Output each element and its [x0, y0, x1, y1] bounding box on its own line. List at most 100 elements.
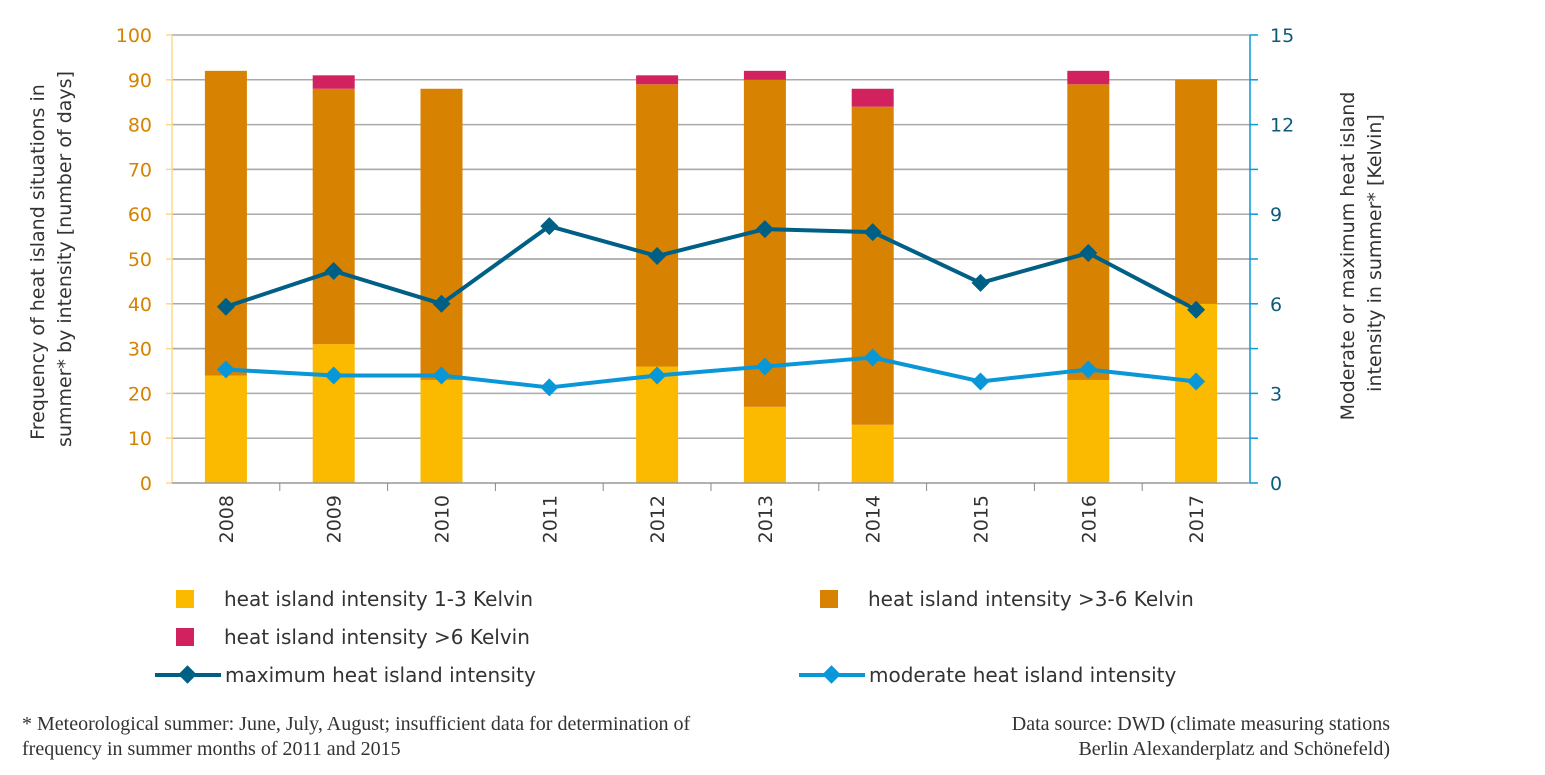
bar-2008-series-1 [204, 70, 247, 376]
bar-2012-series-0 [636, 366, 679, 483]
x-tick-label: 2015 [971, 495, 993, 543]
bar-2016-series-0 [1067, 379, 1110, 483]
y-tick-label-left: 0 [140, 473, 152, 495]
legend-label: maximum heat island intensity [225, 663, 536, 687]
x-tick-label: 2009 [324, 495, 346, 543]
line-maximum [225, 224, 1198, 312]
y-tick-label-right: 15 [1270, 25, 1294, 47]
legend-line-diamond-icon [155, 665, 221, 684]
point-moderate-2009 [324, 366, 343, 385]
y-tick-label-right: 3 [1270, 383, 1282, 405]
bar-2009-series-0 [312, 344, 355, 483]
point-maximum-2008 [216, 297, 235, 316]
bar-2009-series-2 [312, 75, 355, 89]
point-moderate-2012 [648, 366, 667, 385]
point-moderate-2014 [863, 348, 882, 367]
line-moderate [225, 355, 1197, 390]
bar-2016-series-2 [1067, 70, 1110, 85]
bar-2013-series-2 [743, 70, 786, 80]
legend-swatch-yellow [176, 590, 194, 608]
legend-label: heat island intensity >6 Kelvin [224, 625, 530, 649]
x-tick-label: 2014 [863, 495, 885, 543]
point-moderate-2017 [1187, 372, 1206, 391]
x-tick-label: 2008 [216, 495, 238, 543]
point-moderate-2015 [971, 372, 990, 391]
legend-label: moderate heat island intensity [869, 663, 1177, 687]
legend-swatch-pink [176, 628, 194, 646]
data-source-line-1: Data source: DWD (climate measuring stat… [1011, 713, 1390, 735]
legend-item-3-6-kelvin: heat island intensity >3-6 Kelvin [812, 587, 1194, 611]
legend-item-6-kelvin: heat island intensity >6 Kelvin [168, 625, 530, 649]
legend-item-moderate: moderate heat island intensity [799, 663, 1176, 687]
legend-swatch-orange [820, 590, 838, 608]
bar-2014-series-0 [851, 424, 894, 483]
bar-2008-series-0 [204, 375, 247, 483]
bar-2016-series-1 [1067, 84, 1110, 380]
tick-labels: 0 10 20 30 40 50 60 70 80 90 100 0 3 6 9 12 15 2008 2009 20… [116, 25, 1294, 543]
bar-2013-series-1 [743, 79, 786, 407]
x-tick-label: 2016 [1078, 495, 1100, 543]
bar-2009-series-1 [312, 88, 355, 345]
point-moderate-2013 [755, 357, 774, 376]
data-source-line-2: Berlin Alexanderplatz and Schönefeld) [1078, 738, 1390, 760]
bar-2010-series-1 [420, 88, 463, 380]
legend-item-1-3-kelvin: heat island intensity 1-3 Kelvin [168, 587, 533, 611]
legend-label: heat island intensity >3-6 Kelvin [868, 587, 1194, 611]
legend-item-maximum: maximum heat island intensity [155, 663, 536, 687]
y-tick-label-left: 80 [128, 115, 152, 137]
axes [166, 34, 1258, 491]
bars [204, 70, 1218, 483]
y-tick-label-left: 20 [128, 383, 152, 405]
point-maximum-2017 [1187, 300, 1206, 319]
y-axis-title-left-line-1: Frequency of heat island situations in [27, 84, 49, 440]
x-tick-label: 2017 [1186, 495, 1208, 543]
y-axis-title-right: Moderate or maximum heat island intensit… [1337, 86, 1386, 421]
y-tick-label-left: 10 [128, 428, 152, 450]
legend-line-diamond-icon [799, 665, 865, 684]
point-maximum-2013 [755, 220, 774, 239]
y-tick-label-left: 30 [128, 339, 152, 361]
point-maximum-2011 [540, 217, 559, 236]
bar-2012-series-1 [636, 84, 679, 367]
point-moderate-2010 [432, 366, 451, 385]
y-tick-label-left: 70 [128, 159, 152, 181]
point-maximum-2010 [432, 294, 451, 313]
bar-2014-series-1 [851, 106, 894, 425]
point-moderate-2011 [540, 378, 559, 397]
y-axis-title-right-line-2: intensity in summer* [Kelvin] [1364, 114, 1386, 392]
y-axis-title-left-line-2: summer* by intensity [number of days] [54, 71, 76, 447]
y-tick-label-left: 90 [128, 70, 152, 92]
lines [216, 217, 1206, 397]
y-tick-label-left: 40 [128, 294, 152, 316]
y-axis-title-right-line-1: Moderate or maximum heat island [1337, 92, 1359, 421]
y-tick-label-right: 0 [1270, 473, 1282, 495]
footnote-line-2: frequency in summer months of 2011 and 2… [22, 738, 401, 760]
x-tick-label: 2013 [755, 495, 777, 543]
y-tick-label-right: 9 [1270, 204, 1282, 226]
point-maximum-2009 [324, 261, 343, 280]
y-tick-label-left: 60 [128, 204, 152, 226]
bar-2014-series-2 [851, 88, 894, 107]
bar-2017-series-0 [1175, 303, 1218, 483]
point-maximum-2015 [971, 273, 990, 292]
x-tick-label: 2012 [647, 495, 669, 543]
point-moderate-2016 [1079, 360, 1098, 379]
bar-2013-series-0 [743, 406, 786, 483]
point-moderate-2008 [216, 360, 235, 379]
y-tick-label-right: 6 [1270, 294, 1282, 316]
footnote-line-1: * Meteorological summer: June, July, Aug… [22, 713, 691, 735]
x-tick-label: 2010 [432, 495, 454, 543]
data-source: Data source: DWD (climate measuring stat… [1012, 712, 1390, 762]
y-axis-title-left: Frequency of heat island situations in s… [27, 71, 76, 447]
y-tick-label-right: 12 [1270, 115, 1294, 137]
footnote: * Meteorological summer: June, July, Aug… [22, 712, 690, 762]
y-tick-label-left: 100 [116, 25, 152, 47]
x-tick-label: 2011 [539, 495, 561, 543]
point-maximum-2012 [648, 247, 667, 266]
point-maximum-2016 [1079, 244, 1098, 263]
point-maximum-2014 [863, 223, 882, 242]
bar-2012-series-2 [636, 75, 679, 85]
y-tick-label-left: 50 [128, 249, 152, 271]
bar-2017-series-1 [1175, 79, 1218, 304]
